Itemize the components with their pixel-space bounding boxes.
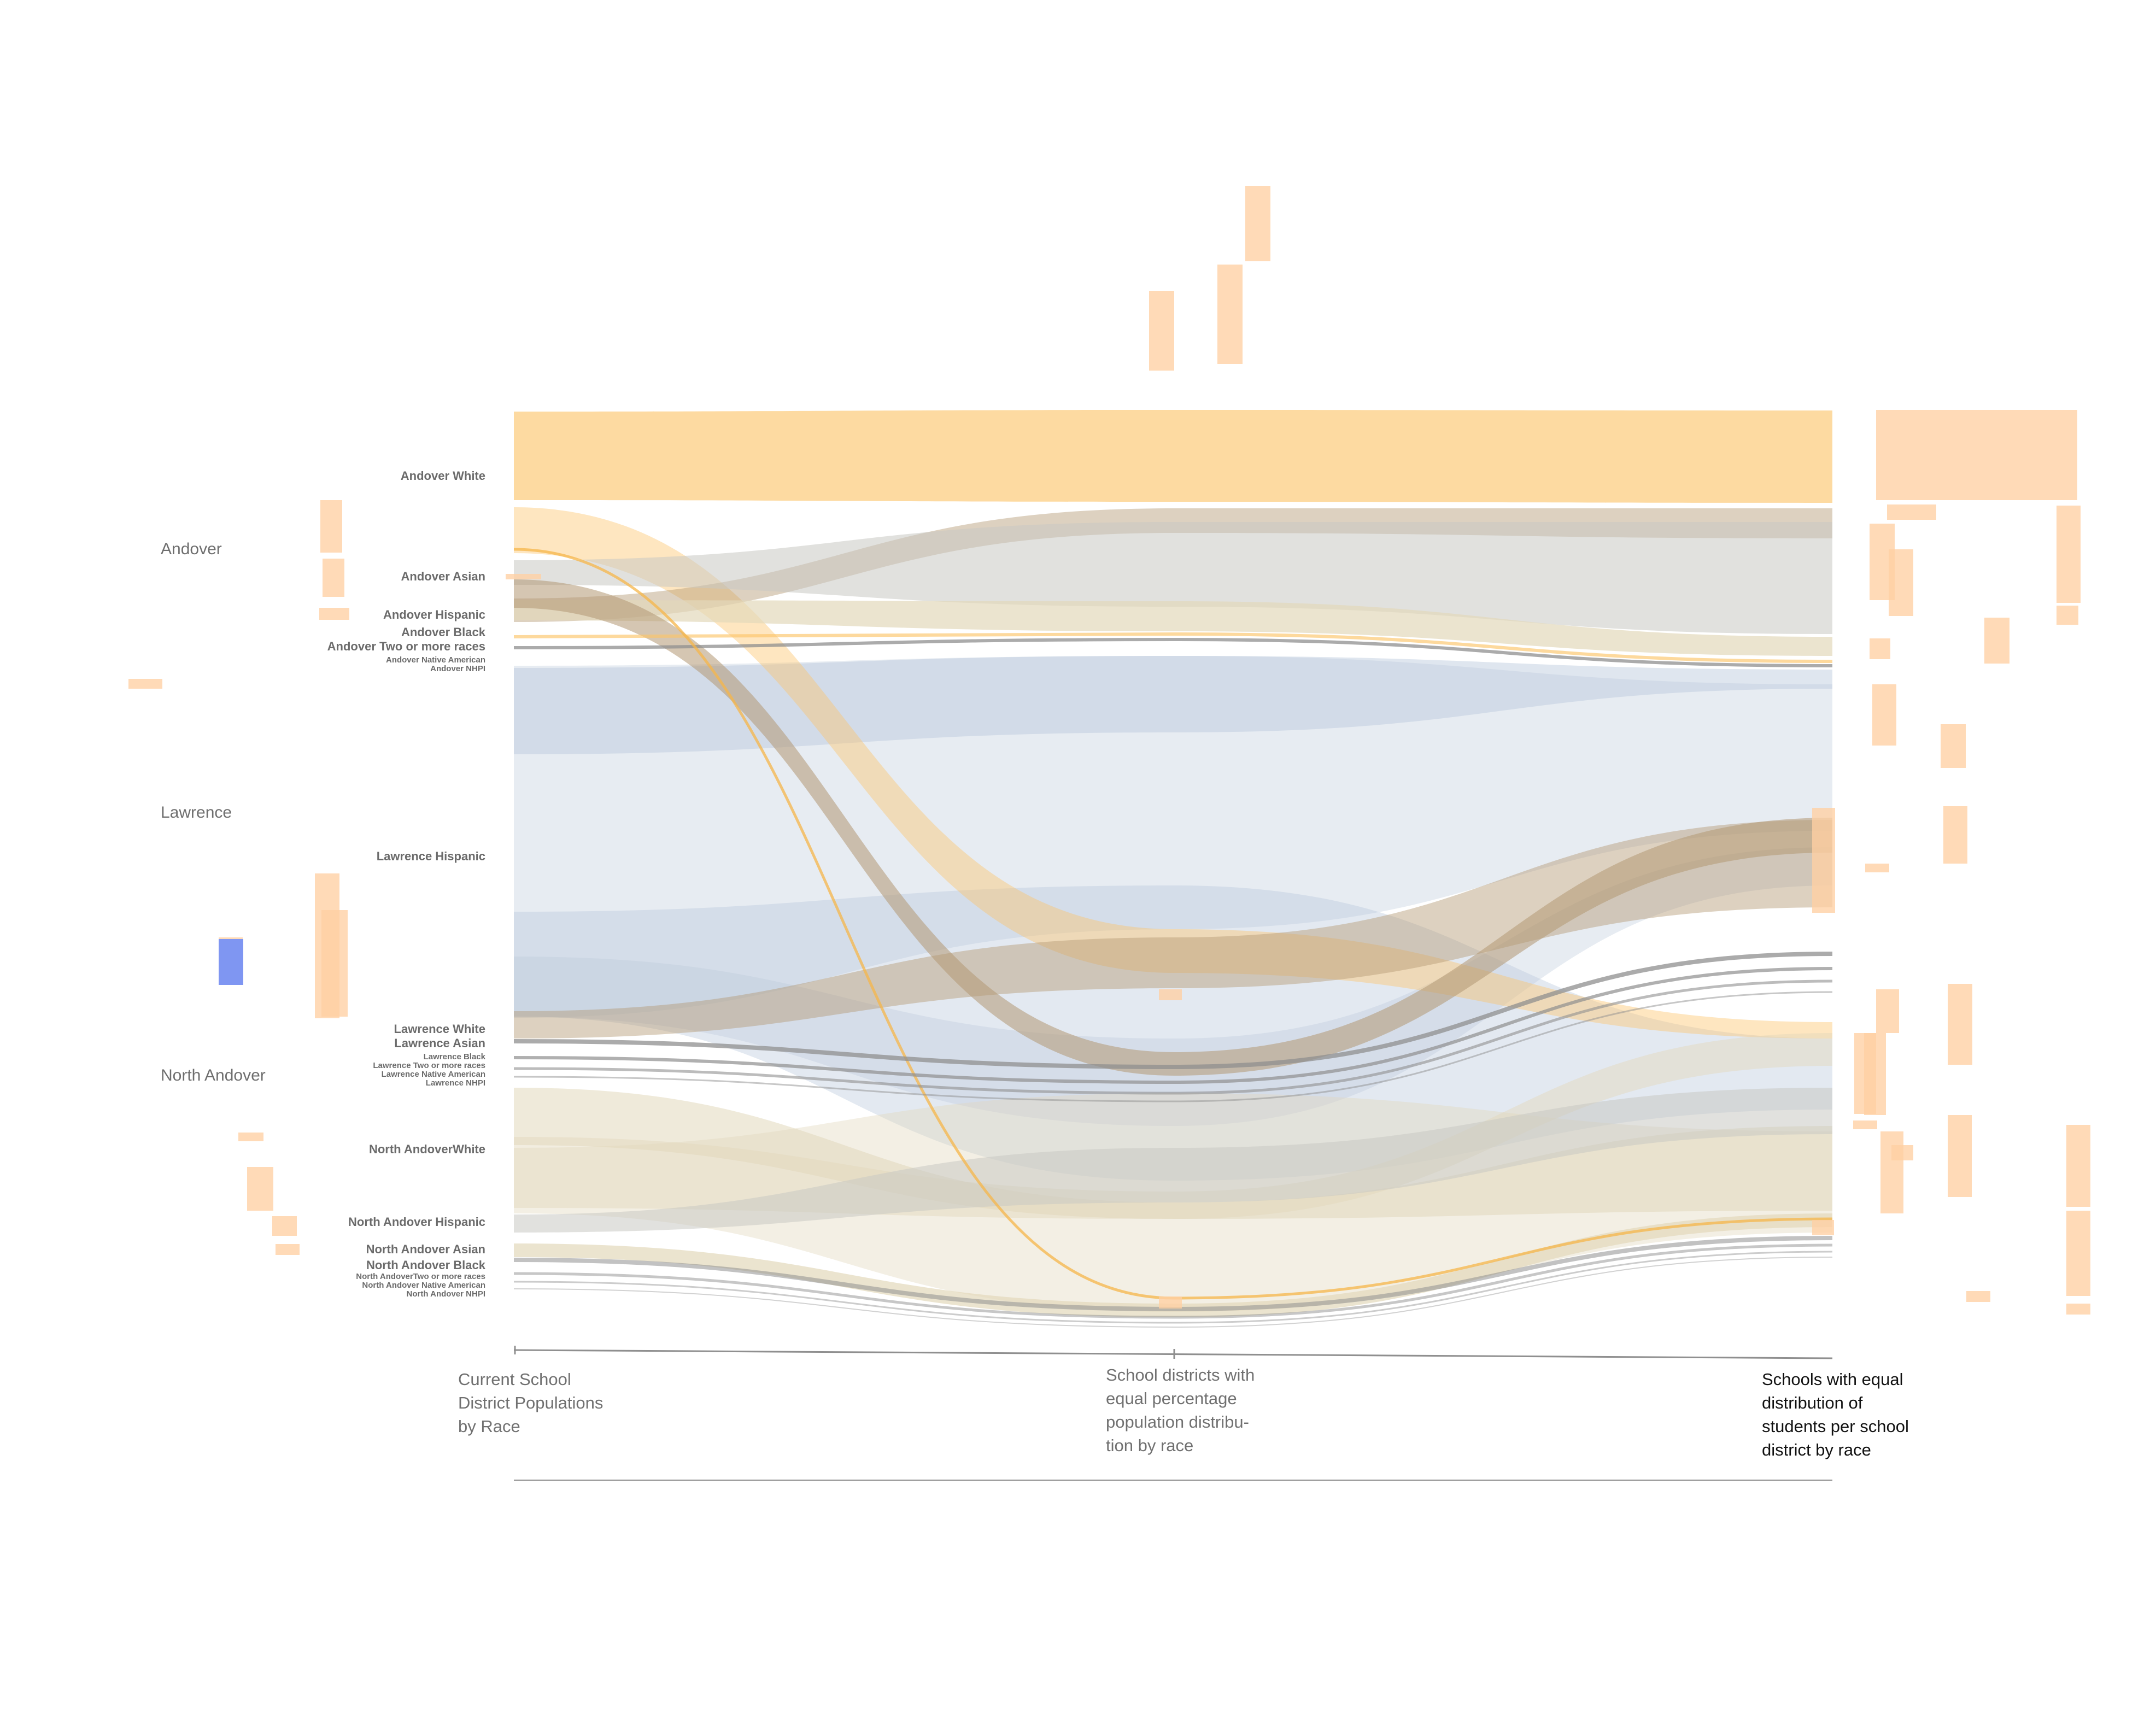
marker-rect [1870,638,1890,659]
group-label-lawrence-native: Lawrence Native American [382,1070,485,1079]
marker-rect [506,574,541,579]
line-na-1 [513,1236,1833,1312]
group-label-andover-nhpi: Andover NHPI [430,664,485,673]
group-label-na-nhpi: North Andover NHPI [407,1289,485,1299]
band-brown-diag [514,579,1832,1076]
marker-rect [1812,808,1835,913]
marker-rect [1887,504,1936,520]
group-label-lawrence-two: Lawrence Two or more races [373,1061,485,1070]
district-label-north-andover: North Andover [161,1066,266,1084]
group-label-na-asian: North Andover Asian [366,1242,485,1256]
flow-lines [513,548,1833,1328]
marker-rect [1864,1033,1886,1115]
band-andover-gray [514,522,1832,634]
band-lawrence-main [514,656,1832,1018]
marker-rect [272,1216,297,1236]
group-label-andover-two: Andover Two or more races [327,640,485,653]
marker-rect [1876,989,1899,1033]
marker-rect [323,559,344,597]
group-label-andover-asian: Andover Asian [401,570,485,583]
group-label-na-black: North Andover Black [366,1258,486,1272]
marker-rect [2066,1304,2090,1315]
band-andover-hisp [514,600,1832,656]
marker-rects [128,186,2090,1315]
stage-caption-current: Current School District Populations by R… [458,1370,604,1436]
group-label-andover-black: Andover Black [401,625,486,639]
marker-rect [1865,864,1889,872]
band-na-gray [514,1088,1832,1233]
marker-rect [1948,1115,1972,1197]
group-label-lawrence-nhpi: Lawrence NHPI [426,1078,485,1088]
marker-rect [247,1167,273,1211]
stage-caption-equal-schools: Schools with equal distribution of stude… [1762,1370,1909,1459]
marker-rect [2057,506,2081,603]
group-label-lawrence-black: Lawrence Black [424,1052,486,1061]
marker-rect [1872,684,1896,746]
group-label-lawrence-asian: Lawrence Asian [394,1036,485,1050]
line-na-2 [513,1243,1833,1319]
band-lawrence-cross [514,847,1832,1126]
marker-rect [1853,1120,1877,1129]
group-label-na-two: North AndoverTwo or more races [356,1272,485,1281]
marker-rect [321,910,348,1017]
group-labels: Andover White Andover Asian Andover Hispan… [327,469,486,1299]
marker-rect [1943,806,1967,864]
marker-rect [1948,984,1972,1065]
line-lawrence-3 [513,979,1833,1095]
district-labels: Andover Lawrence North Andover [161,540,266,1084]
marker-rect [1880,1131,1903,1213]
marker-rect [1941,724,1966,768]
group-label-na-native: North Andover Native American [362,1281,485,1290]
marker-rect [1245,186,1270,261]
band-lawrence-upper [514,656,1832,754]
line-andover-orange [513,548,1833,1300]
flow-bands [514,410,1832,1317]
line-lawrence-2 [513,967,1833,1084]
marker-rect [1217,265,1243,364]
group-label-lawrence-white: Lawrence White [394,1022,485,1036]
marker-rect [1159,1296,1182,1309]
line-lawrence-1 [513,952,1833,1070]
blue-marker-rect [219,939,243,985]
line-na-4 [513,1257,1833,1328]
line-lawrence-4 [513,991,1833,1102]
group-label-andover-hispanic: Andover Hispanic [383,608,485,621]
group-label-andover-native: Andover Native American [386,655,485,665]
marker-rect [2057,606,2078,625]
band-brown-rise [514,820,1832,1039]
band-andover-white [514,410,1832,503]
group-label-na-white: North AndoverWhite [369,1142,485,1156]
marker-rect [2066,1125,2090,1207]
band-lawrence-lower [514,885,1832,1181]
marker-rect [276,1244,300,1255]
group-label-na-hispanic: North Andover Hispanic [348,1215,485,1229]
marker-rect [320,500,342,553]
marker-rect [1966,1291,1990,1302]
marker-rect [1984,618,2009,664]
district-label-lawrence: Lawrence [161,803,232,822]
stage-axis [513,1346,1833,1481]
band-na-cross [514,1033,1832,1219]
marker-rect [1876,410,2077,500]
marker-rect [1149,291,1174,371]
group-label-andover-white: Andover White [401,469,485,483]
stage-caption-equal-percentage: School districts with equal percentage p… [1106,1365,1255,1455]
marker-rect [1812,1220,1834,1235]
marker-rect [2066,1211,2090,1296]
line-andover-thin [513,637,1833,667]
line-andover-thin-2 [513,632,1833,663]
marker-rect [1889,549,1913,616]
marker-rect [1159,989,1182,1000]
line-na-3 [513,1251,1833,1324]
axis-line-top [513,1349,1833,1359]
band-na-white [514,1088,1832,1219]
marker-rect [319,608,349,620]
marker-rect [238,1133,263,1141]
group-label-lawrence-hispanic: Lawrence Hispanic [377,849,485,863]
district-label-andover: Andover [161,540,222,558]
marker-rect [128,679,162,689]
